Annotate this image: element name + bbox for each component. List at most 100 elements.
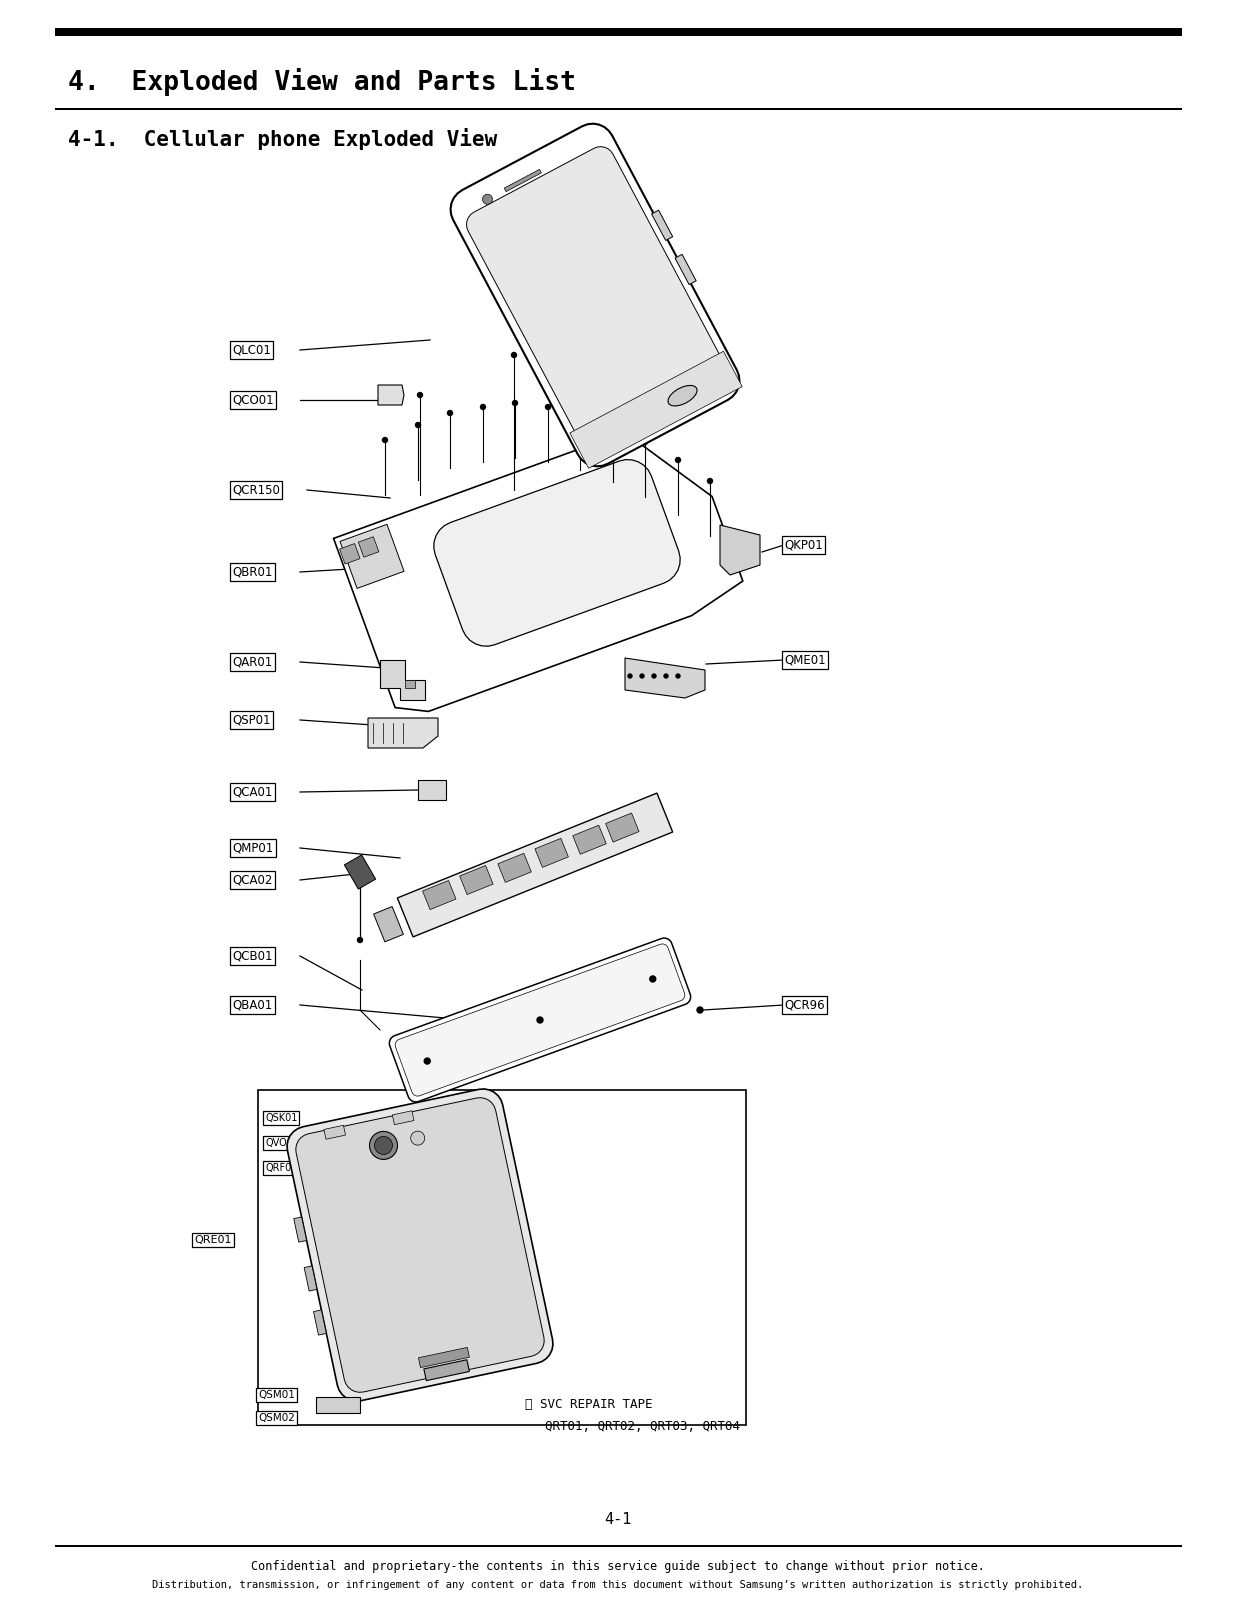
Text: QSK01: QSK01 [440, 1114, 473, 1123]
Circle shape [578, 413, 583, 418]
Text: QSP01: QSP01 [233, 714, 271, 726]
Polygon shape [573, 826, 606, 854]
Text: QCB01: QCB01 [233, 949, 272, 963]
Polygon shape [404, 680, 414, 688]
Bar [54, 27, 1183, 35]
Polygon shape [606, 813, 640, 842]
Polygon shape [675, 254, 696, 285]
Circle shape [382, 437, 387, 443]
Circle shape [546, 405, 550, 410]
Bar [54, 109, 1183, 110]
Circle shape [708, 478, 713, 483]
Text: QMP01: QMP01 [233, 842, 273, 854]
Polygon shape [379, 386, 404, 405]
Text: QAN01: QAN01 [440, 1213, 474, 1222]
Circle shape [512, 352, 517, 357]
Circle shape [652, 674, 656, 678]
Polygon shape [334, 432, 742, 712]
Circle shape [448, 411, 453, 416]
Polygon shape [466, 147, 724, 443]
Text: QCA02: QCA02 [233, 874, 272, 886]
Polygon shape [340, 525, 404, 589]
Polygon shape [423, 880, 456, 909]
Text: ※ SVC REPAIR TAPE: ※ SVC REPAIR TAPE [524, 1398, 652, 1411]
Polygon shape [418, 1347, 469, 1368]
Circle shape [370, 1131, 397, 1160]
Polygon shape [497, 853, 532, 882]
Circle shape [642, 440, 647, 445]
Polygon shape [344, 854, 376, 890]
Text: 4-1.  Cellular phone Exploded View: 4-1. Cellular phone Exploded View [68, 128, 497, 150]
Polygon shape [324, 1125, 345, 1139]
Text: QLC01: QLC01 [233, 344, 271, 357]
Polygon shape [570, 352, 742, 469]
Text: Distribution, transmission, or infringement of any content or data from this doc: Distribution, transmission, or infringem… [152, 1581, 1084, 1590]
Polygon shape [390, 938, 690, 1102]
Polygon shape [505, 170, 542, 192]
Polygon shape [359, 536, 379, 557]
Polygon shape [296, 1098, 544, 1392]
Circle shape [628, 674, 632, 678]
Polygon shape [534, 838, 568, 867]
Circle shape [418, 392, 423, 397]
Text: QBA01: QBA01 [233, 998, 272, 1011]
Polygon shape [293, 1218, 307, 1242]
Polygon shape [395, 944, 685, 1096]
Polygon shape [424, 1360, 469, 1381]
Text: QMO01: QMO01 [440, 1163, 476, 1173]
Text: QRF01: QRF01 [440, 1187, 473, 1198]
Polygon shape [339, 544, 360, 565]
Text: QKP01: QKP01 [784, 539, 823, 552]
Text: QCO01: QCO01 [233, 394, 273, 406]
Circle shape [357, 938, 362, 942]
Polygon shape [460, 866, 494, 894]
Text: QSM02: QSM02 [259, 1413, 294, 1422]
Circle shape [411, 1131, 424, 1146]
Circle shape [649, 976, 656, 982]
Text: QCA01: QCA01 [233, 786, 272, 798]
Circle shape [675, 674, 680, 678]
Polygon shape [418, 781, 447, 800]
Polygon shape [625, 658, 705, 698]
Circle shape [664, 674, 668, 678]
Polygon shape [668, 386, 698, 406]
Circle shape [537, 1018, 543, 1022]
Circle shape [480, 405, 485, 410]
Polygon shape [450, 123, 740, 466]
Polygon shape [367, 718, 438, 749]
Text: Confidential and proprietary-the contents in this service guide subject to chang: Confidential and proprietary-the content… [251, 1560, 985, 1573]
Polygon shape [434, 459, 680, 646]
Polygon shape [287, 1090, 553, 1402]
Text: QCK01: QCK01 [440, 1138, 473, 1149]
Polygon shape [374, 907, 403, 942]
Text: QSK01: QSK01 [265, 1114, 297, 1123]
Polygon shape [397, 794, 673, 938]
Polygon shape [313, 1310, 327, 1334]
Polygon shape [720, 525, 760, 574]
Circle shape [482, 194, 492, 205]
Text: QCR96: QCR96 [784, 998, 825, 1011]
Circle shape [512, 400, 517, 405]
Polygon shape [380, 659, 426, 701]
Text: QVO01: QVO01 [265, 1138, 299, 1149]
Polygon shape [315, 1397, 360, 1413]
Text: QSM01: QSM01 [259, 1390, 294, 1400]
Circle shape [696, 1006, 703, 1013]
Circle shape [375, 1136, 392, 1155]
Polygon shape [652, 210, 673, 240]
Circle shape [416, 422, 421, 427]
Circle shape [675, 458, 680, 462]
Circle shape [640, 674, 644, 678]
Text: QCR150: QCR150 [233, 483, 280, 496]
Text: QME01: QME01 [784, 653, 825, 667]
Text: QRE01: QRE01 [194, 1235, 231, 1245]
Text: QRT01, QRT02, QRT03, QRT04: QRT01, QRT02, QRT03, QRT04 [546, 1421, 740, 1434]
Polygon shape [304, 1266, 317, 1291]
Bar [259, 1090, 746, 1426]
Text: 4.  Exploded View and Parts List: 4. Exploded View and Parts List [68, 67, 576, 96]
Circle shape [424, 1058, 430, 1064]
Polygon shape [392, 1110, 414, 1125]
Text: 4-1: 4-1 [605, 1512, 632, 1528]
Circle shape [611, 424, 616, 429]
Text: QBR01: QBR01 [233, 565, 272, 579]
